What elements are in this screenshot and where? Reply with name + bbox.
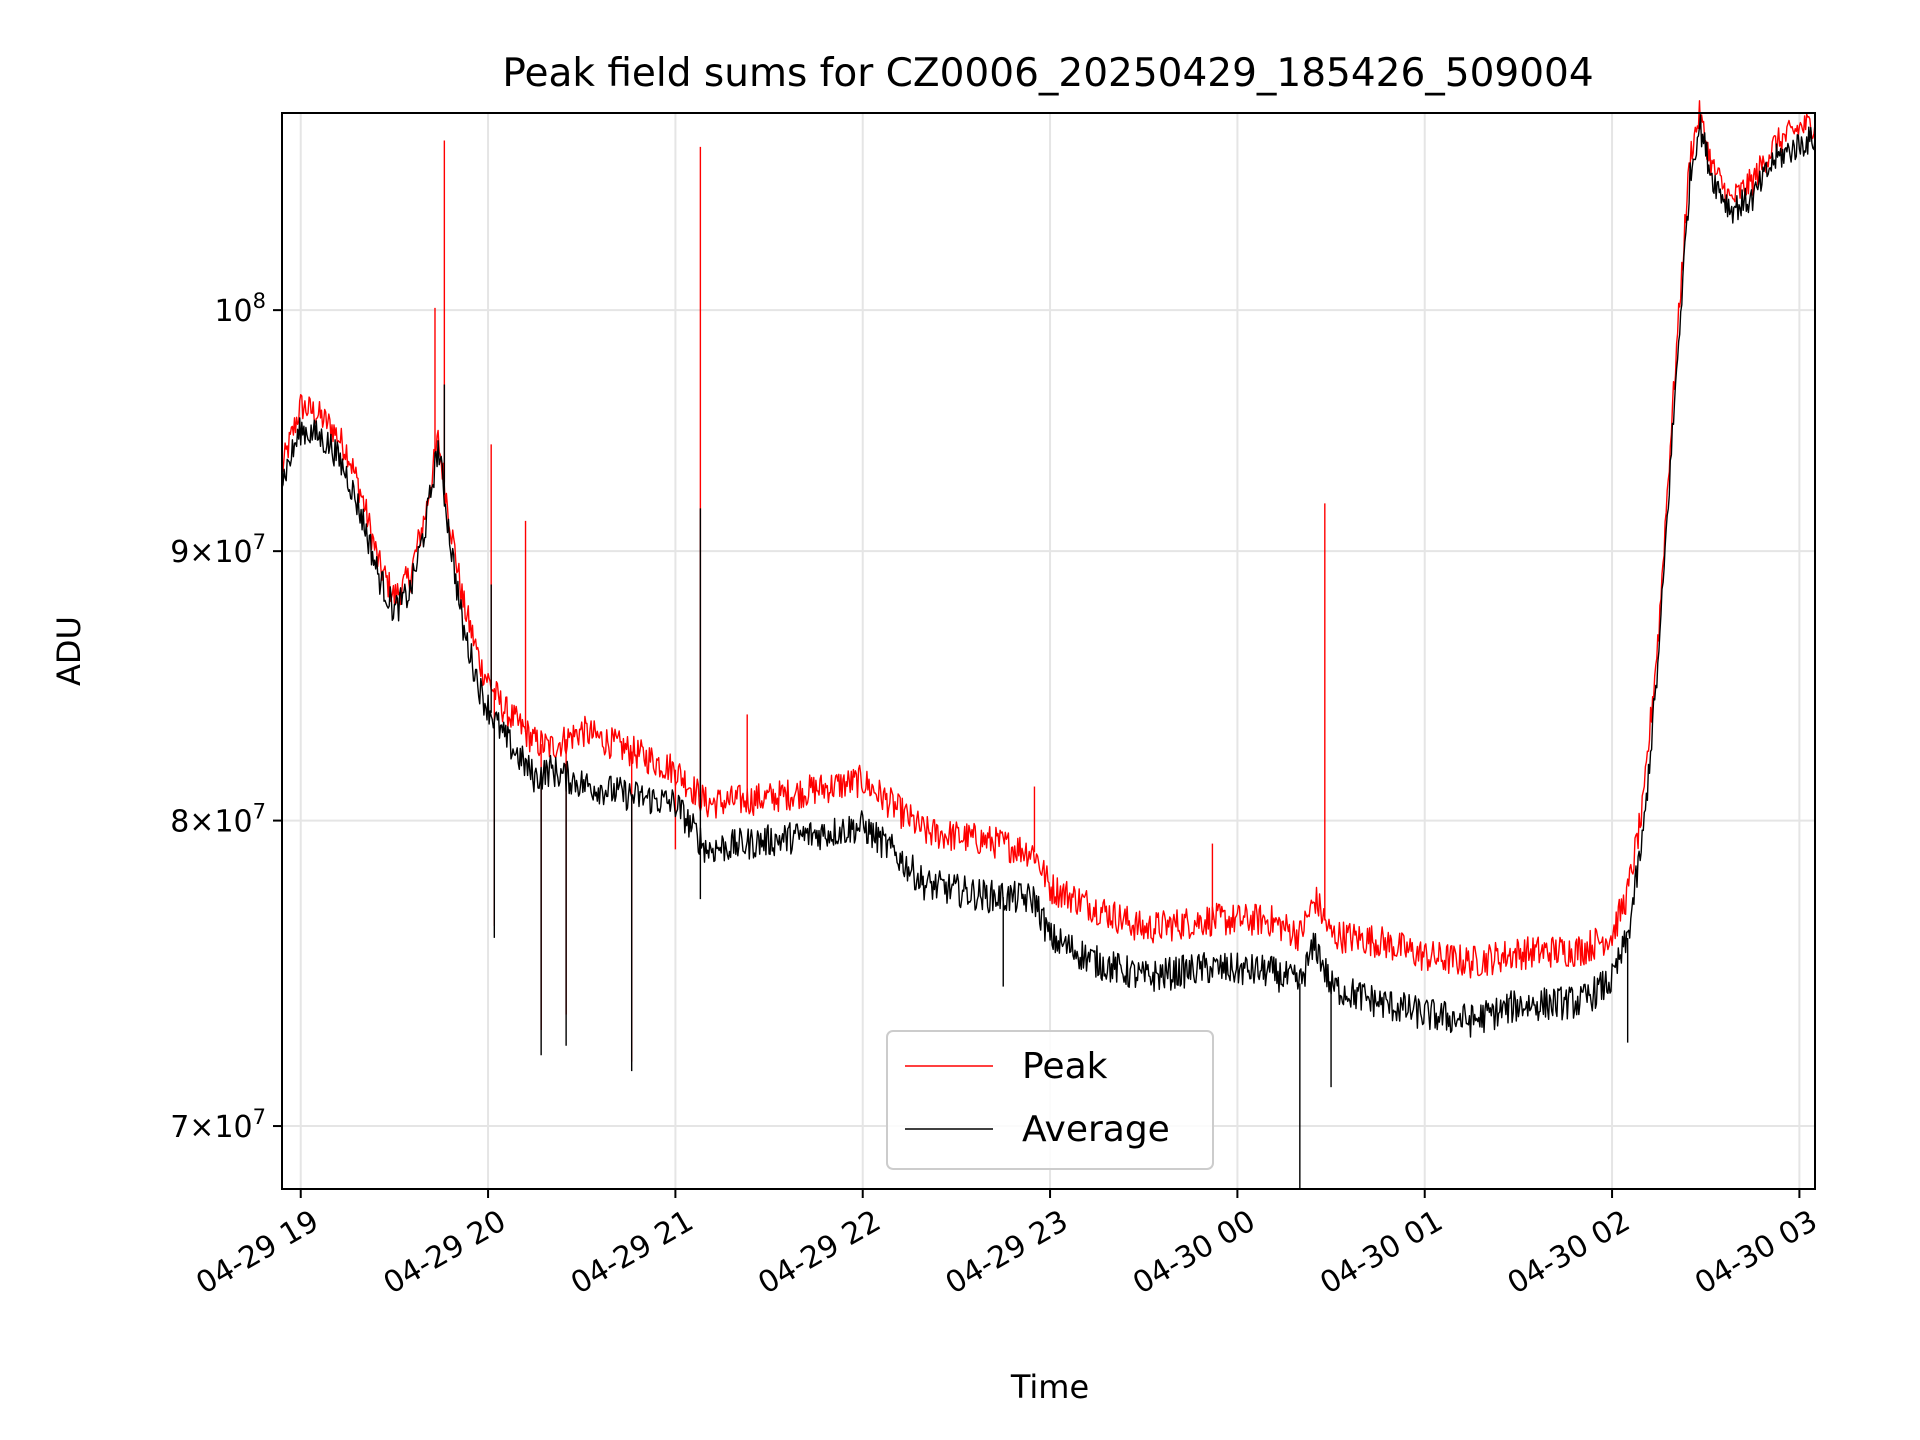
y-axis-label: ADU — [50, 616, 88, 686]
x-axis-label: Time — [1010, 1368, 1089, 1406]
y-tick-label: 9×107 — [170, 530, 266, 570]
legend: Peak Average — [886, 1030, 1214, 1170]
y-axis-ticks: 7×107 8×107 9×107 108 — [170, 289, 282, 1145]
plot-area-frame — [281, 112, 1816, 1190]
chart-title: Peak field sums for CZ0006_20250429_1854… — [502, 51, 1593, 96]
series-line-peak — [281, 100, 1816, 979]
y-tick-label: 7×107 — [170, 1105, 266, 1145]
legend-label-peak: Peak — [1022, 1046, 1108, 1087]
series-layer — [281, 100, 1816, 1189]
y-tick-label: 108 — [214, 289, 266, 329]
series-line-average — [281, 114, 1816, 1038]
legend-label-average: Average — [1022, 1109, 1170, 1150]
y-tick-label: 8×107 — [170, 800, 266, 840]
